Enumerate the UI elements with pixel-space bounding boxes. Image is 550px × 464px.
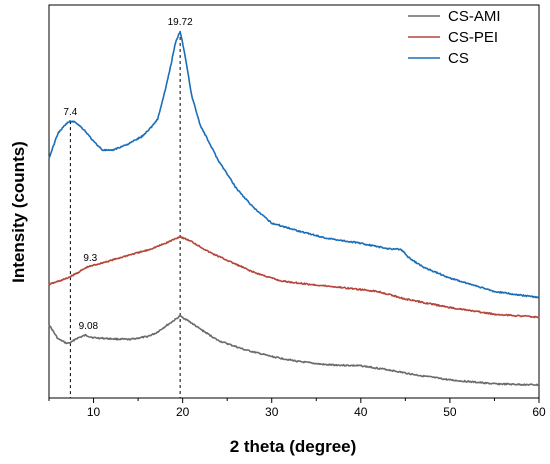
x-tick-label: 40 bbox=[354, 405, 368, 419]
x-axis: 10 20 30 40 50 60 bbox=[48, 398, 546, 419]
y-axis-title: Intensity (counts) bbox=[9, 141, 28, 283]
peak-label: 9.3 bbox=[83, 253, 97, 264]
peak-label: 7.4 bbox=[63, 107, 77, 118]
series-line-cs-pei bbox=[48, 236, 540, 319]
x-axis-title: 2 theta (degree) bbox=[230, 437, 357, 456]
legend-label-cs-ami: CS-AMI bbox=[448, 8, 501, 25]
series-line-cs-ami bbox=[48, 315, 540, 387]
legend-label-cs-pei: CS-PEI bbox=[448, 29, 498, 46]
legend-label-cs: CS bbox=[448, 50, 469, 67]
legend: CS-AMI CS-PEI CS bbox=[408, 8, 501, 67]
peak-label: 9.08 bbox=[79, 321, 99, 332]
peak-label: 19.72 bbox=[168, 17, 193, 28]
x-tick-label: 20 bbox=[176, 405, 190, 419]
plot-area: 7.4 19.72 9.3 9.08 bbox=[48, 4, 540, 399]
x-tick-label: 10 bbox=[87, 405, 101, 419]
series-line-cs bbox=[48, 30, 540, 299]
plot-frame bbox=[48, 4, 540, 399]
x-tick-label: 50 bbox=[443, 405, 457, 419]
x-tick-label: 60 bbox=[532, 405, 546, 419]
x-tick-label: 30 bbox=[265, 405, 279, 419]
